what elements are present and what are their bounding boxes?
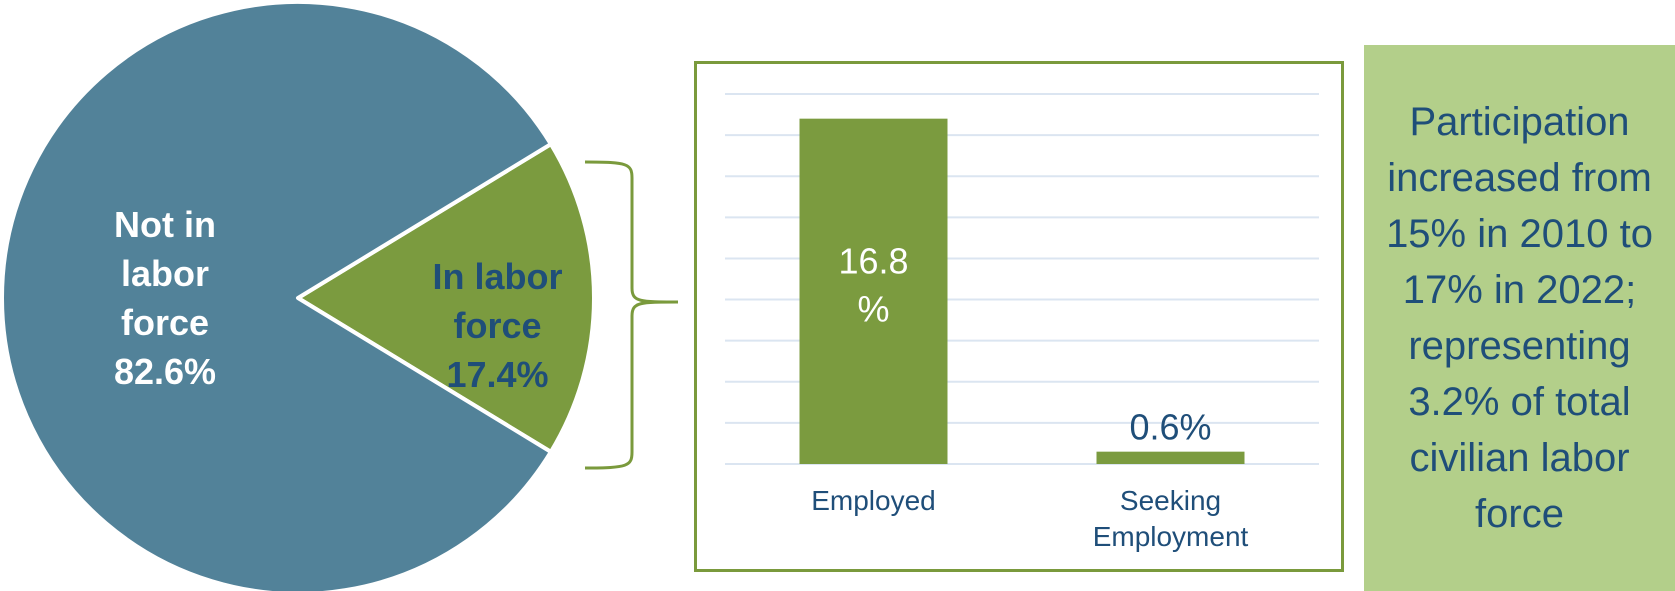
category-label: Seeking Employment: [1093, 485, 1249, 552]
pie-label-value: 17.4%: [446, 354, 549, 395]
bar-employed: [799, 118, 948, 464]
bar-chart-panel: 16.8% Employed 0.6% Seeking Employment: [694, 61, 1344, 572]
pie-label-line: Not in: [114, 204, 216, 245]
category-label: Employed: [811, 485, 936, 516]
pie-label-value: 82.6%: [113, 351, 217, 392]
bar-seeking-employment: [1096, 451, 1245, 464]
pie-label-line: force: [453, 305, 542, 346]
curly-bracket: [584, 160, 679, 470]
pie-slice-not-in-labor-force: [0, 0, 553, 591]
bar-chart: 16.8 % Employed 0.6% Seeking Employment: [725, 93, 1319, 552]
pie-label-in-labor-force: In labor force 17.4%: [400, 252, 595, 399]
bar-data-label: 0.6%: [1129, 407, 1211, 448]
pie-label-line: force: [120, 302, 210, 343]
pie-slice-in-labor-force: [296, 142, 596, 454]
pie-label-line: labor: [120, 253, 209, 294]
pie-label-not-in-labor-force: Not in labor force 82.6%: [65, 200, 265, 396]
pie-label-line: In labor: [432, 256, 563, 297]
pie-chart: [0, 0, 596, 591]
note-box: Participation increased from 15% in 2010…: [1364, 45, 1675, 591]
note-text: Participation increased from 15% in 2010…: [1386, 100, 1653, 536]
bracket-connector: [584, 160, 679, 470]
bar-data-label: 16.8%: [838, 241, 908, 330]
